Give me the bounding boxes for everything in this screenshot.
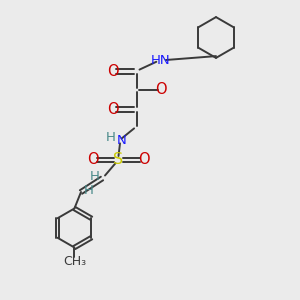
Text: HN: HN bbox=[151, 53, 170, 67]
Text: O: O bbox=[107, 102, 118, 117]
Text: O: O bbox=[87, 152, 99, 167]
Text: H: H bbox=[84, 184, 93, 197]
Text: O: O bbox=[107, 64, 118, 79]
Text: O: O bbox=[138, 152, 150, 167]
Text: H: H bbox=[90, 169, 99, 183]
Text: N: N bbox=[117, 134, 126, 147]
Text: O: O bbox=[155, 82, 166, 98]
Text: H: H bbox=[106, 131, 116, 144]
Text: S: S bbox=[113, 152, 124, 167]
Text: CH₃: CH₃ bbox=[63, 255, 86, 268]
